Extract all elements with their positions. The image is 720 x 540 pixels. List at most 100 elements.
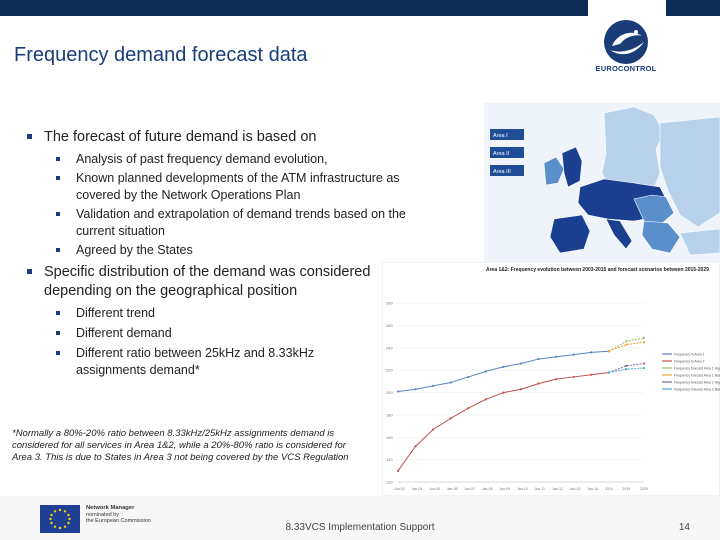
data-point <box>432 384 435 387</box>
data-point <box>607 350 610 353</box>
data-point <box>625 340 628 343</box>
sub-bullet: Different demand <box>24 325 444 342</box>
y-tick-label: 240 <box>386 345 393 350</box>
y-tick-label: 120 <box>386 480 393 485</box>
map-uk <box>561 146 583 188</box>
legend-area-3 <box>490 165 524 176</box>
data-point <box>625 343 628 346</box>
sub-bullet: Agreed by the States <box>24 242 444 259</box>
bullet-distribution: Specific distribution of the demand was … <box>24 263 414 301</box>
x-tick-label: 2019 <box>622 487 630 491</box>
sub-bullet: Different trend <box>24 305 444 322</box>
legend-label: Frequency in Area 2 <box>674 360 704 364</box>
data-point <box>449 381 452 384</box>
sub-bullet: Known planned developments of the ATM in… <box>24 170 444 204</box>
data-point <box>555 378 558 381</box>
network-manager-label: Network Manager nominated by the Europea… <box>86 505 151 524</box>
legend-label: Frequency forecast Area 1 High <box>674 367 720 371</box>
data-point <box>449 417 452 420</box>
x-tick-label: Jan-06 <box>447 487 458 491</box>
data-point <box>519 388 523 391</box>
data-point <box>519 362 523 365</box>
chart-title: Area 1&2: Frequency evolution between 20… <box>486 267 709 273</box>
x-tick-label: Jun-13 <box>570 487 581 491</box>
logo-text: EUROCONTROL <box>595 64 657 73</box>
x-tick-label: 2015 <box>605 487 613 491</box>
data-point <box>590 351 593 354</box>
data-point <box>414 388 417 391</box>
legend-label: Frequency forecast Area 2 High <box>674 381 720 385</box>
legend-area-2 <box>490 147 524 158</box>
data-point <box>572 375 575 379</box>
bullet-list: The forecast of future demand is based o… <box>24 128 444 379</box>
x-tick-label: Jun-05 <box>429 487 440 491</box>
map-turkey <box>679 228 720 256</box>
x-tick-label: Jun-03 <box>394 487 405 491</box>
frequency-evolution-chart: Area 1&2: Frequency evolution between 20… <box>382 262 720 496</box>
page-number: 14 <box>678 522 690 533</box>
data-point <box>625 364 628 367</box>
sub-bullet: Validation and extrapolation of demand t… <box>24 206 444 240</box>
map-iberia <box>549 214 591 254</box>
sub-bullet: Different ratio between 25kHz and 8.33kH… <box>24 345 354 379</box>
legend-area-1 <box>490 129 524 140</box>
data-point <box>537 382 540 385</box>
data-point <box>432 428 435 431</box>
y-tick-label: 160 <box>386 435 393 440</box>
legend-label: Area III <box>493 169 511 175</box>
top-bar <box>0 0 720 16</box>
x-tick-label: Jan-12 <box>552 487 563 491</box>
footer-bar <box>0 496 720 540</box>
data-point <box>555 355 558 358</box>
eurocontrol-logo-icon <box>604 20 648 64</box>
legend-label: Area II <box>493 151 510 157</box>
map-ireland <box>543 156 565 186</box>
y-tick-label: 220 <box>386 368 393 373</box>
footer-title: 8.33VCS Implementation Support <box>285 522 435 533</box>
map-east-region <box>659 116 720 228</box>
data-point <box>625 368 628 371</box>
data-point <box>642 362 646 365</box>
data-point <box>572 353 575 356</box>
x-tick-label: Jan-04 <box>412 487 423 491</box>
map-north-region <box>601 106 665 200</box>
series-line <box>608 363 645 373</box>
x-tick-label: 2029 <box>640 487 648 491</box>
data-point <box>396 390 400 393</box>
legend-label: Frequency forecast Area 1 Base <box>674 374 720 378</box>
y-tick-label: 200 <box>386 390 393 395</box>
y-tick-label: 140 <box>386 457 393 462</box>
legend-label: Area I <box>493 133 508 139</box>
y-tick-label: 180 <box>386 412 393 417</box>
data-point <box>414 445 417 448</box>
slide-title: Frequency demand forecast data <box>14 44 308 66</box>
footnote: *Normally a 80%-20% ratio between 8.33kH… <box>12 428 349 463</box>
x-tick-label: Jun-11 <box>535 487 545 491</box>
europe-area-map: Area I Area II Area III <box>484 103 720 263</box>
data-point <box>396 469 400 472</box>
sub-bullet: Analysis of past frequency demand evolut… <box>24 151 444 168</box>
x-tick-label: Jan-08 <box>482 487 493 491</box>
bullet-forecast: The forecast of future demand is based o… <box>24 128 444 147</box>
x-tick-label: Jan-10 <box>517 487 528 491</box>
chart-frame <box>382 262 720 496</box>
data-point <box>484 398 487 401</box>
legend-label: Frequency in Area 1 <box>674 353 704 357</box>
data-point <box>502 365 505 368</box>
y-tick-label: 280 <box>386 301 393 306</box>
data-point <box>502 391 505 394</box>
map-italy <box>605 218 633 250</box>
data-point <box>642 366 646 370</box>
data-point <box>642 341 646 344</box>
data-point <box>590 373 593 376</box>
x-tick-label: Jun-09 <box>499 487 510 491</box>
data-point <box>642 336 646 339</box>
y-tick-label: 260 <box>386 323 393 328</box>
eu-flag-icon <box>40 505 80 533</box>
data-point <box>467 407 470 410</box>
x-tick-label: Jun-07 <box>464 487 475 491</box>
data-point <box>607 371 610 374</box>
map-balkans <box>641 220 681 254</box>
x-tick-label: Jan-14 <box>587 487 598 491</box>
data-point <box>537 357 540 361</box>
